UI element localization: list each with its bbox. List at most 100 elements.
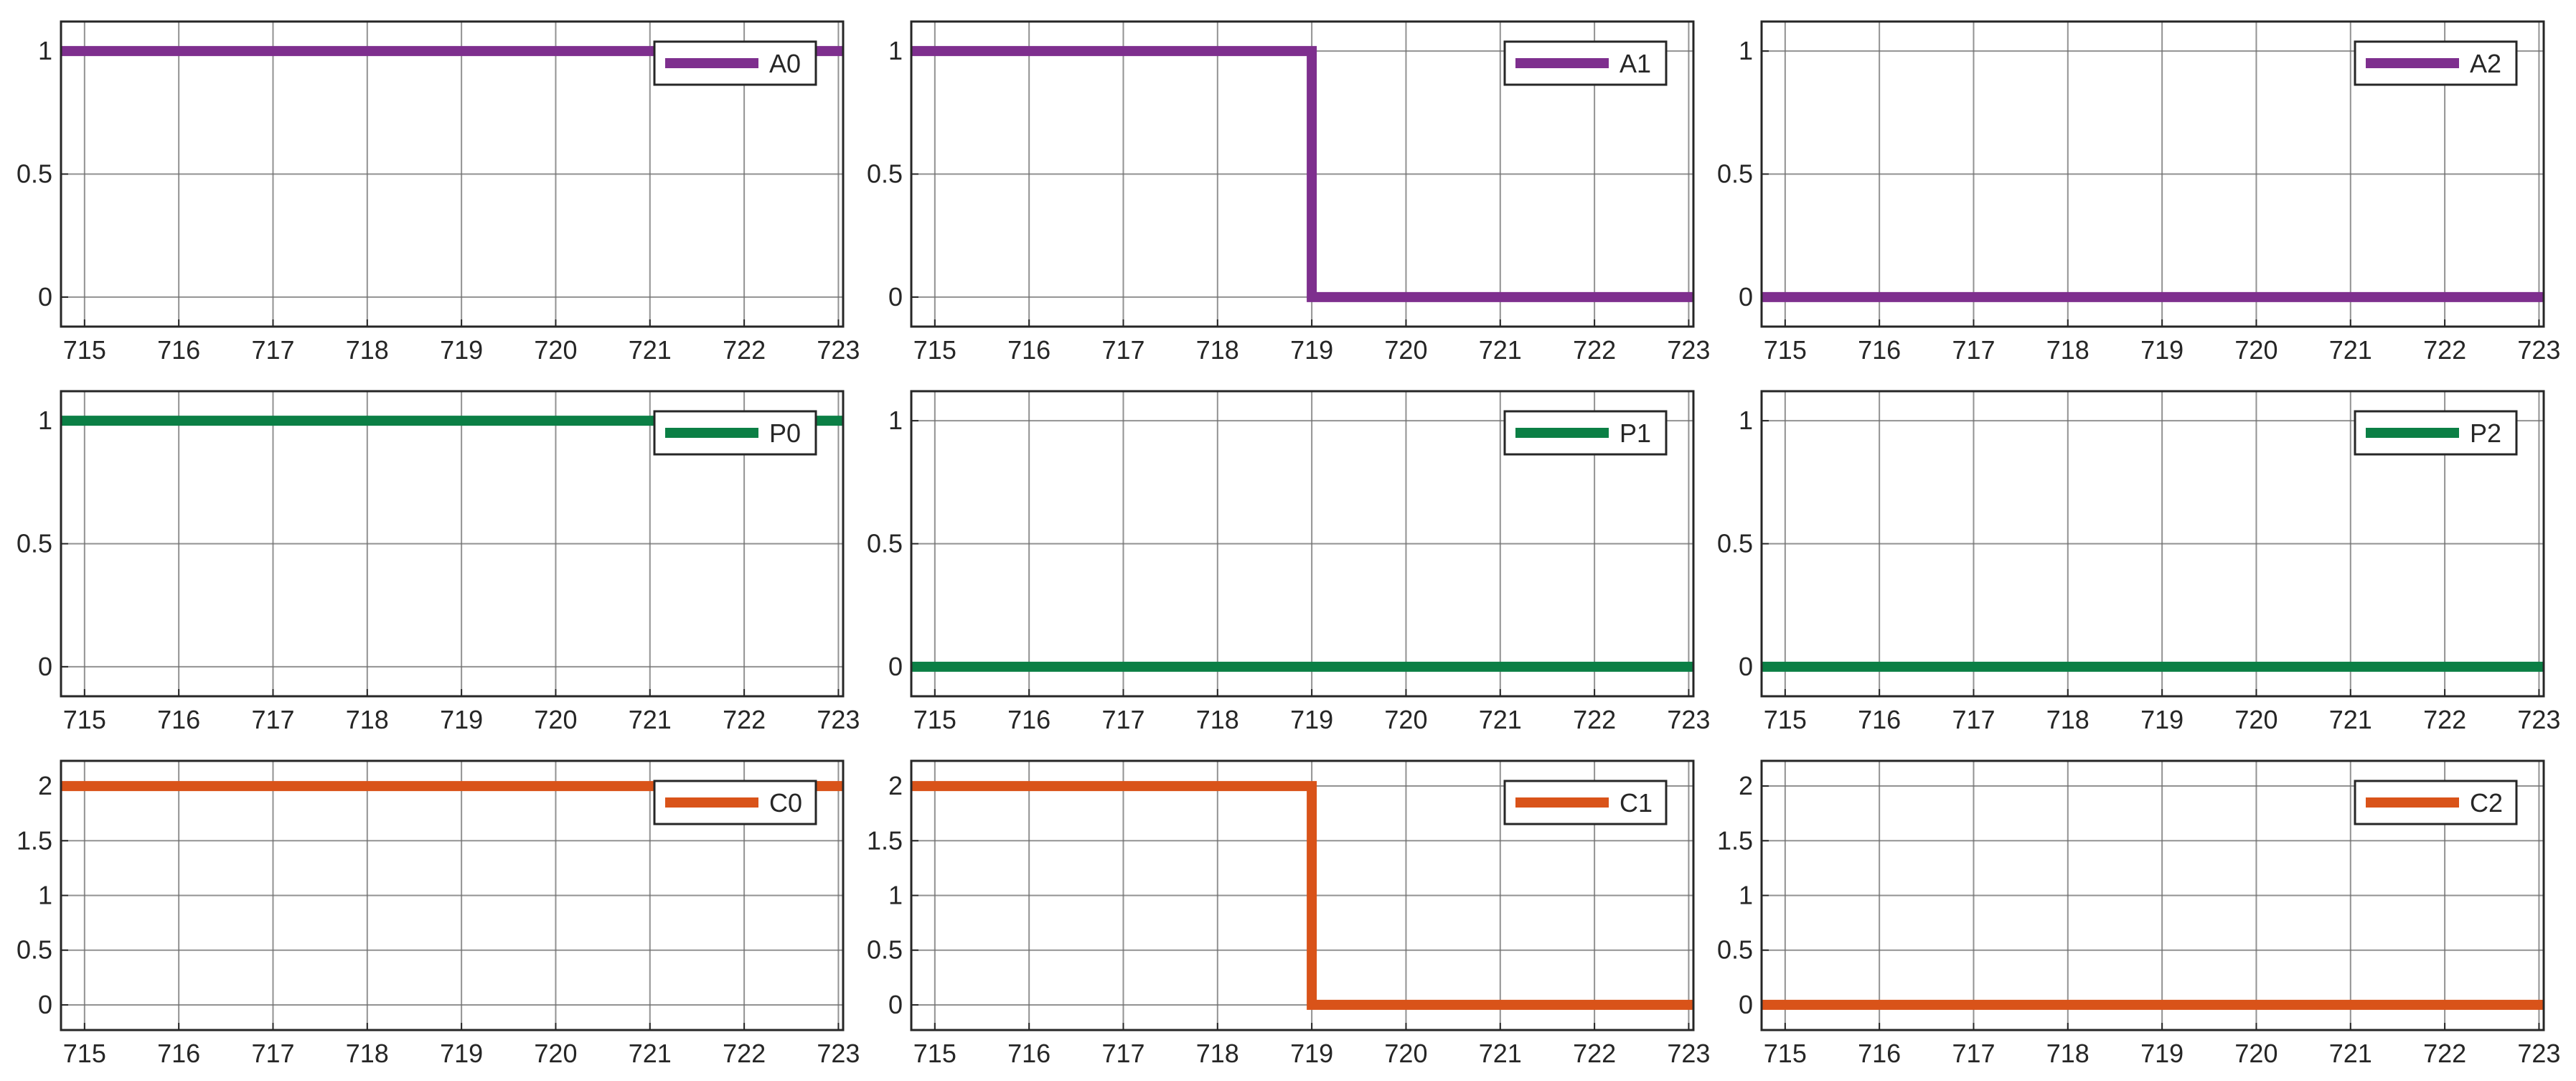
x-tick-label: 722 — [1573, 705, 1616, 734]
x-tick-label: 718 — [2046, 1039, 2090, 1068]
x-tick-label: 723 — [817, 335, 860, 365]
x-tick-label: 720 — [1384, 1039, 1427, 1068]
x-tick-label: 722 — [1573, 335, 1616, 365]
axes-box — [910, 759, 1695, 1031]
legend-label: P1 — [1620, 418, 1651, 448]
x-tick-label: 717 — [1101, 335, 1144, 365]
y-tick-label: 1 — [38, 406, 52, 435]
y-tick-label: 0 — [38, 652, 52, 681]
y-tick-label: 2 — [888, 771, 903, 800]
x-tick-label: 721 — [629, 1039, 672, 1068]
x-tick-label: 721 — [629, 705, 672, 734]
y-tick-label: 0 — [888, 282, 903, 312]
y-tick-label: 2 — [1739, 771, 1753, 800]
y-tick-label: 1 — [1739, 881, 1753, 910]
x-tick-label: 723 — [1667, 1039, 1710, 1068]
x-tick-label: 723 — [817, 705, 860, 734]
x-tick-label: 717 — [1101, 705, 1144, 734]
legend-label: P2 — [2470, 418, 2501, 448]
x-tick-label: 718 — [1196, 705, 1239, 734]
x-tick-label: 722 — [2423, 1039, 2466, 1068]
x-tick-label: 715 — [63, 335, 106, 365]
y-tick-label: 0.5 — [17, 935, 52, 965]
x-tick-label: 715 — [63, 705, 106, 734]
x-tick-label: 723 — [2517, 1039, 2560, 1068]
x-tick-label: 720 — [534, 335, 577, 365]
x-tick-label: 719 — [440, 1039, 483, 1068]
subplot-p2: 715 716 717 718 719 720 721 722 723 0 0.5 1 P2 — [1717, 390, 2560, 734]
x-tick-label: 719 — [440, 335, 483, 365]
x-tick-label: 716 — [1858, 705, 1901, 734]
legend-label: A2 — [2470, 49, 2501, 78]
subplot-c0: 715 716 717 718 719 720 721 722 723 0 0.5 1 1.5 2 C0 — [17, 759, 860, 1068]
axes-box — [60, 390, 845, 698]
x-tick-label: 720 — [534, 705, 577, 734]
legend-label: A1 — [1620, 49, 1651, 78]
y-tick-label: 0.5 — [17, 159, 52, 189]
x-tick-label: 722 — [723, 705, 766, 734]
x-tick-label: 721 — [2329, 335, 2372, 365]
x-tick-label: 716 — [1007, 335, 1050, 365]
y-tick-label: 1 — [38, 881, 52, 910]
legend-label: A0 — [769, 49, 801, 78]
legend-label: P0 — [769, 418, 801, 448]
subplot-c2: 715 716 717 718 719 720 721 722 723 0 0.5 1 1.5 2 C2 — [1717, 759, 2560, 1068]
x-tick-label: 716 — [1007, 1039, 1050, 1068]
x-tick-label: 721 — [629, 335, 672, 365]
y-tick-label: 0 — [888, 652, 903, 681]
x-tick-label: 721 — [1479, 1039, 1522, 1068]
x-tick-label: 720 — [1384, 705, 1427, 734]
legend-label: C2 — [2470, 788, 2503, 818]
x-tick-label: 720 — [2234, 335, 2277, 365]
y-tick-label: 1 — [888, 36, 903, 65]
subplot-a1: 715 716 717 718 719 720 721 722 723 0 0.5 1 A1 — [867, 20, 1710, 365]
y-tick-label: 1 — [1739, 36, 1753, 65]
x-tick-label: 715 — [1764, 705, 1807, 734]
y-tick-label: 1 — [888, 406, 903, 435]
x-tick-label: 717 — [1952, 705, 1995, 734]
y-tick-label: 0.5 — [867, 529, 903, 558]
x-tick-label: 718 — [2046, 705, 2090, 734]
x-tick-label: 722 — [723, 1039, 766, 1068]
x-tick-label: 715 — [913, 705, 956, 734]
y-tick-label: 0 — [1739, 282, 1753, 312]
x-tick-label: 717 — [1952, 1039, 1995, 1068]
x-tick-label: 720 — [534, 1039, 577, 1068]
y-tick-label: 0 — [38, 990, 52, 1019]
x-tick-label: 719 — [2140, 1039, 2184, 1068]
y-tick-label: 0 — [888, 990, 903, 1019]
series-line-a1 — [911, 46, 1693, 302]
axes-box — [1760, 759, 2545, 1031]
legend-label: C0 — [769, 788, 802, 818]
subplot-p0: 715 716 717 718 719 720 721 722 723 0 0.5 1 P0 — [17, 390, 860, 734]
x-tick-label: 717 — [1101, 1039, 1144, 1068]
x-tick-label: 721 — [1479, 705, 1522, 734]
x-tick-label: 717 — [1952, 335, 1995, 365]
subplot-c1: 715 716 717 718 719 720 721 722 723 0 0.5 1 1.5 2 C1 — [867, 759, 1710, 1068]
x-tick-label: 722 — [1573, 1039, 1616, 1068]
x-tick-label: 722 — [2423, 705, 2466, 734]
y-tick-label: 0.5 — [867, 159, 903, 189]
x-tick-label: 716 — [157, 1039, 200, 1068]
x-tick-label: 715 — [1764, 335, 1807, 365]
x-tick-label: 719 — [2140, 705, 2184, 734]
axes-box — [60, 20, 845, 328]
x-tick-label: 720 — [1384, 335, 1427, 365]
y-tick-label: 0 — [38, 282, 52, 312]
x-tick-label: 716 — [1858, 1039, 1901, 1068]
y-tick-label: 0 — [1739, 652, 1753, 681]
x-tick-label: 722 — [2423, 335, 2466, 365]
axes-box — [910, 20, 1695, 328]
x-tick-label: 718 — [1196, 1039, 1239, 1068]
x-tick-label: 721 — [1479, 335, 1522, 365]
x-tick-label: 716 — [157, 335, 200, 365]
x-tick-label: 718 — [2046, 335, 2090, 365]
y-tick-label: 1 — [38, 36, 52, 65]
x-tick-label: 719 — [2140, 335, 2184, 365]
x-tick-label: 718 — [346, 705, 389, 734]
x-tick-label: 723 — [1667, 335, 1710, 365]
x-tick-label: 715 — [913, 335, 956, 365]
y-tick-label: 0.5 — [867, 935, 903, 965]
y-tick-label: 1.5 — [1717, 825, 1753, 855]
